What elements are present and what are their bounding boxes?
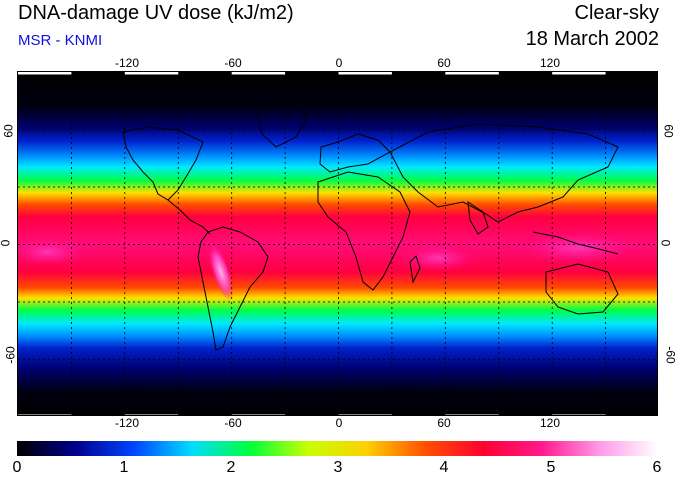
map-source: MSR - KNMI <box>18 32 103 49</box>
lat-label-right: -60 <box>663 346 678 364</box>
colorbar-tick-label: 3 <box>333 459 343 476</box>
south-america-coast <box>197 226 269 351</box>
europe-coast <box>319 133 391 173</box>
india-coast <box>467 200 489 235</box>
andes-uv-peak <box>208 243 234 301</box>
north-america-coast <box>122 126 204 201</box>
colorbar-tick-label: 2 <box>226 459 236 476</box>
lon-label-top: 120 <box>539 56 561 70</box>
lat-label-right: 60 <box>661 124 676 138</box>
asia-coast <box>389 123 619 223</box>
lon-label-top: 60 <box>437 56 451 70</box>
central-america-coast <box>167 199 211 235</box>
lon-label-bottom: -120 <box>114 416 140 430</box>
coastlines <box>18 101 657 398</box>
africa-coast <box>317 171 411 291</box>
east-pacific-uv-peak <box>18 238 88 266</box>
antarctica-coast <box>18 389 657 398</box>
edge-ticks <box>18 72 606 415</box>
lon-label-bottom: 120 <box>539 416 561 430</box>
uv-dose-map <box>17 71 658 416</box>
madagascar-coast <box>409 255 421 284</box>
lat-label-left: 0 <box>0 240 12 247</box>
sky-condition: Clear-sky <box>574 2 659 24</box>
lat-label-left: 60 <box>1 124 16 138</box>
lon-label-top: -120 <box>114 56 140 70</box>
lon-label-bottom: 60 <box>437 416 451 430</box>
colorbar-tick-label: 4 <box>439 459 449 476</box>
pacific-uv-peak <box>518 232 638 264</box>
colorbar-tick-label: 5 <box>546 459 556 476</box>
lon-label-bottom: -60 <box>224 416 242 430</box>
colorbar-tick-label: 0 <box>12 459 22 476</box>
colorbar <box>17 441 658 456</box>
australia-coast <box>545 263 619 315</box>
map-canvas <box>18 72 657 415</box>
lon-label-bottom: 0 <box>335 416 343 430</box>
colorbar-tick-label: 1 <box>119 459 129 476</box>
indian-ocean-uv-peak <box>398 244 478 272</box>
map-date: 18 March 2002 <box>525 28 659 50</box>
lon-label-top: -60 <box>224 56 242 70</box>
graticule <box>18 72 657 415</box>
lat-label-right: 0 <box>658 239 673 247</box>
colorbar-tick-label: 6 <box>652 459 662 476</box>
lat-label-left: -60 <box>3 346 18 364</box>
southeast-asia-islands <box>532 231 619 255</box>
map-title: DNA-damage UV dose (kJ/m2) <box>18 2 294 24</box>
lon-label-top: 0 <box>335 56 343 70</box>
greenland-coast <box>255 101 309 148</box>
